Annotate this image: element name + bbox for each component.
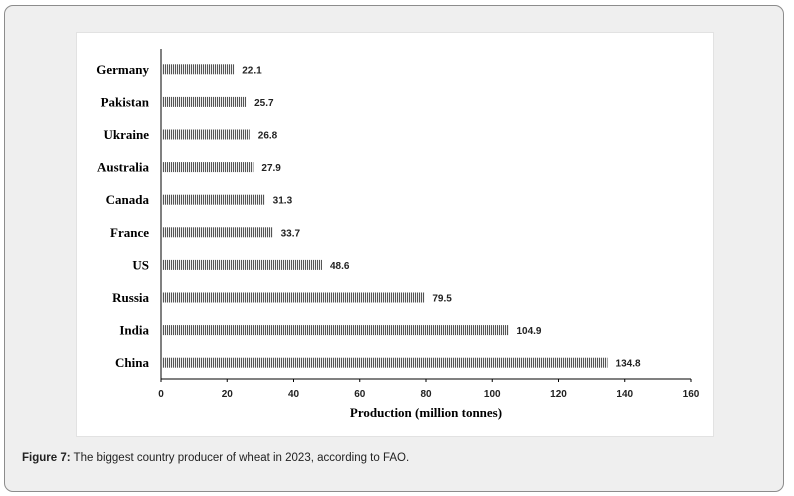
bar-russia xyxy=(162,292,425,303)
bar-ukraine xyxy=(162,129,250,140)
category-label-russia: Russia xyxy=(112,290,149,305)
data-label-germany: 22.1 xyxy=(242,65,262,76)
chart-panel: Germany 22.1 Pakistan 25.7 Ukraine 26.8 Austra… xyxy=(76,32,714,437)
category-label-canada: Canada xyxy=(106,192,150,207)
category-label-us: US xyxy=(132,257,149,272)
data-label-france: 33.7 xyxy=(281,228,301,239)
data-label-india: 104.9 xyxy=(516,326,541,337)
category-label-france: France xyxy=(110,225,149,240)
bar-canada xyxy=(162,194,265,205)
figure-frame: Germany 22.1 Pakistan 25.7 Ukraine 26.8 Austra… xyxy=(4,5,784,492)
x-tick-label-120: 120 xyxy=(550,389,567,400)
bar-pakistan xyxy=(162,96,247,107)
x-tick-label-160: 160 xyxy=(683,389,700,400)
caption-text: The biggest country producer of wheat in… xyxy=(70,452,410,464)
data-label-ukraine: 26.8 xyxy=(258,131,278,142)
x-tick-label-60: 60 xyxy=(354,389,366,400)
data-label-pakistan: 25.7 xyxy=(254,98,274,109)
data-label-australia: 27.9 xyxy=(261,163,281,174)
data-label-china: 134.8 xyxy=(616,359,641,370)
data-label-canada: 31.3 xyxy=(273,196,293,207)
bar-germany xyxy=(162,64,235,75)
category-label-india: India xyxy=(119,323,149,338)
caption-label: Figure 7: xyxy=(22,452,71,464)
data-label-us: 48.6 xyxy=(330,261,350,272)
category-label-ukraine: Ukraine xyxy=(104,127,150,142)
x-tick-label-40: 40 xyxy=(288,389,300,400)
bar-chart: Germany 22.1 Pakistan 25.7 Ukraine 26.8 Austra… xyxy=(96,49,700,420)
figure-caption: Figure 7: The biggest country producer o… xyxy=(22,452,409,464)
x-axis-title: Production (million tonnes) xyxy=(350,405,502,420)
bar-us xyxy=(162,259,322,270)
x-tick-label-80: 80 xyxy=(420,389,432,400)
data-label-russia: 79.5 xyxy=(432,294,452,305)
category-label-germany: Germany xyxy=(96,62,149,77)
category-label-pakistan: Pakistan xyxy=(101,94,150,109)
bar-china xyxy=(162,357,608,368)
bar-australia xyxy=(162,162,254,173)
x-tick-label-140: 140 xyxy=(616,389,633,400)
bar-india xyxy=(162,325,509,336)
x-tick-label-20: 20 xyxy=(222,389,234,400)
bar-france xyxy=(162,227,273,238)
category-label-china: China xyxy=(115,355,149,370)
x-tick-label-100: 100 xyxy=(484,389,501,400)
x-tick-label-0: 0 xyxy=(158,389,164,400)
category-label-australia: Australia xyxy=(97,160,150,175)
